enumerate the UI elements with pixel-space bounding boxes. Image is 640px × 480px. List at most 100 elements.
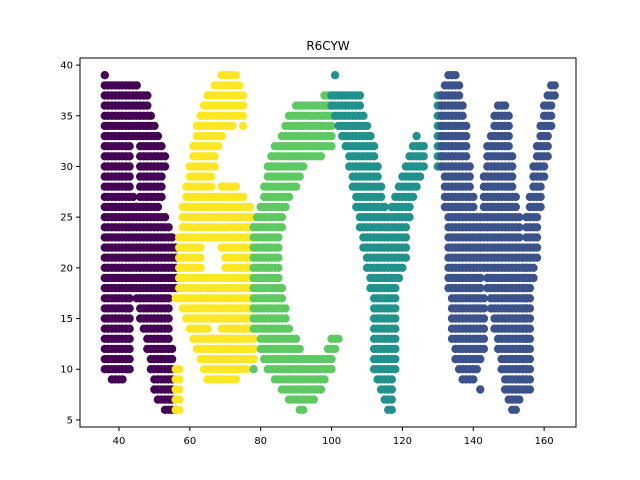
series-6 xyxy=(172,71,258,414)
scatter-point xyxy=(402,233,410,241)
scatter-point xyxy=(310,395,318,403)
x-tick-label: 120 xyxy=(393,436,412,447)
scatter-point xyxy=(331,71,339,79)
scatter-point xyxy=(536,183,544,191)
scatter-point xyxy=(274,274,282,282)
scatter-point xyxy=(480,314,488,322)
scatter-point xyxy=(299,162,307,170)
scatter-point xyxy=(281,203,289,211)
scatter-point xyxy=(480,325,488,333)
scatter-point xyxy=(388,395,396,403)
y-axis: 510152025303540 xyxy=(60,61,80,427)
scatter-point xyxy=(125,142,133,150)
scatter-point xyxy=(398,264,406,272)
scatter-point xyxy=(292,335,300,343)
scatter-point xyxy=(157,172,165,180)
scatter-point xyxy=(164,325,172,333)
series-c xyxy=(249,91,342,414)
x-tick-label: 40 xyxy=(113,436,126,447)
scatter-point xyxy=(232,71,240,79)
scatter-point xyxy=(143,101,151,109)
scatter-point xyxy=(168,355,176,363)
scatter-point xyxy=(391,325,399,333)
scatter-point xyxy=(469,203,477,211)
scatter-point xyxy=(391,365,399,373)
scatter-point xyxy=(161,162,169,170)
scatter-point xyxy=(480,335,488,343)
chart-title: R6CYW xyxy=(306,39,349,53)
scatter-point xyxy=(391,335,399,343)
scatter-point xyxy=(196,254,204,262)
scatter-point xyxy=(210,152,218,160)
scatter-point xyxy=(292,183,300,191)
scatter-point xyxy=(278,294,286,302)
series-w xyxy=(437,71,559,414)
scatter-point xyxy=(147,112,155,120)
scatter-point xyxy=(317,385,325,393)
scatter-point xyxy=(409,193,417,201)
scatter-point xyxy=(388,406,396,414)
scatter-point xyxy=(540,172,548,180)
scatter-point xyxy=(391,355,399,363)
scatter-point xyxy=(125,314,133,322)
scatter-point xyxy=(249,365,257,373)
scatter-point xyxy=(327,142,335,150)
scatter-point xyxy=(164,304,172,312)
scatter-point xyxy=(388,385,396,393)
scatter-point xyxy=(154,203,162,211)
scatter-point xyxy=(526,325,534,333)
scatter-point xyxy=(402,254,410,262)
scatter-point xyxy=(391,304,399,312)
scatter-point xyxy=(466,162,474,170)
x-axis: 40 60 80 100 120 140 160 xyxy=(113,427,554,447)
scatter-point xyxy=(515,395,523,403)
x-tick-label: 80 xyxy=(254,436,267,447)
scatter-point xyxy=(370,142,378,150)
scatter-point xyxy=(164,335,172,343)
scatter-point xyxy=(412,183,420,191)
scatter-point xyxy=(218,132,226,140)
scatter-point xyxy=(458,112,466,120)
scatter-point xyxy=(334,335,342,343)
scatter-point xyxy=(462,152,470,160)
scatter-point xyxy=(462,142,470,150)
y-tick-label: 10 xyxy=(60,365,73,376)
scatter-point xyxy=(462,122,470,130)
scatter-point xyxy=(235,81,243,89)
scatter-point xyxy=(512,193,520,201)
scatter-point xyxy=(246,203,254,211)
scatter-point xyxy=(373,172,381,180)
y-tick-label: 35 xyxy=(60,111,73,122)
scatter-point xyxy=(551,91,559,99)
scatter-point xyxy=(458,101,466,109)
scatter-point xyxy=(125,345,133,353)
scatter-point xyxy=(529,264,537,272)
scatter-point xyxy=(327,355,335,363)
scatter-point xyxy=(533,243,541,251)
scatter-point xyxy=(544,152,552,160)
scatter-point xyxy=(101,71,109,79)
scatter-point xyxy=(533,223,541,231)
scatter-point xyxy=(274,264,282,272)
scatter-point xyxy=(125,183,133,191)
scatter-point xyxy=(533,233,541,241)
scatter-point xyxy=(505,132,513,140)
scatter-point xyxy=(462,132,470,140)
scatter-point xyxy=(373,162,381,170)
scatter-point xyxy=(526,355,534,363)
y-tick-label: 40 xyxy=(60,61,73,72)
scatter-point xyxy=(118,375,126,383)
scatter-point xyxy=(133,81,141,89)
scatter-point xyxy=(508,152,516,160)
scatter-point xyxy=(526,375,534,383)
scatter-point xyxy=(359,112,367,120)
scatter-point xyxy=(207,172,215,180)
scatter-point xyxy=(125,304,133,312)
scatter-point xyxy=(363,122,371,130)
scatter-point xyxy=(366,132,374,140)
scatter-point xyxy=(196,243,204,251)
scatter-point xyxy=(469,375,477,383)
x-tick-label: 140 xyxy=(464,436,483,447)
scatter-point xyxy=(164,223,172,231)
scatter-point xyxy=(512,203,520,211)
